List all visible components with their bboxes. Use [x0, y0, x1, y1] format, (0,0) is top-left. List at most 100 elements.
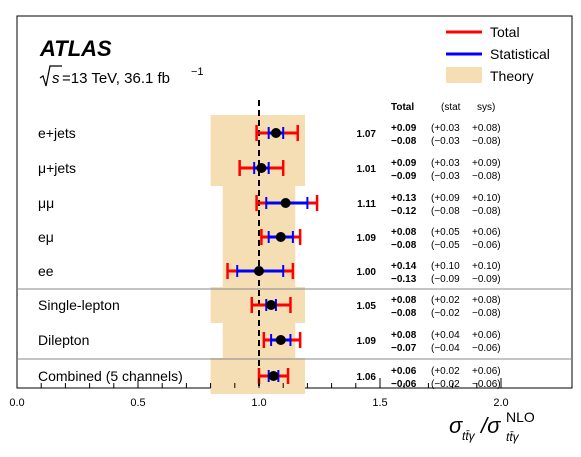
value-label: 1.00: [357, 267, 377, 278]
legend-total-label: Total: [490, 24, 520, 40]
tick-label: 0.5: [130, 397, 145, 409]
stat-uncertainty: (−0.08: [431, 206, 460, 217]
xlabel-sub: tt̄γ: [462, 429, 476, 443]
channel-label: ee: [38, 263, 54, 279]
total-uncertainty: −0.12: [391, 206, 417, 217]
tick-label: 1.5: [372, 397, 387, 409]
stat-uncertainty: (+0.03: [431, 123, 460, 134]
stat-uncertainty: (−0.05: [431, 240, 460, 251]
value-label: 1.01: [357, 164, 377, 175]
sys-uncertainty: −0.06): [472, 343, 501, 354]
x-axis-ticks: 0.0 0.5 1.0 1.5 2.0: [9, 378, 509, 409]
total-uncertainty: +0.06: [391, 366, 417, 377]
header-total: Total: [391, 102, 414, 113]
legend-statistical-label: Statistical: [490, 46, 550, 62]
value-label: 1.07: [357, 129, 377, 140]
stat-uncertainty: (−0.03: [431, 136, 460, 147]
sys-uncertainty: +0.06): [472, 330, 501, 341]
sys-uncertainty: −0.08): [472, 136, 501, 147]
sys-uncertainty: +0.10): [472, 193, 501, 204]
total-uncertainty: −0.09: [391, 171, 417, 182]
header-sys: sys): [477, 102, 495, 113]
data-point: [268, 371, 279, 381]
data-points: [254, 128, 291, 381]
stat-uncertainty: (−0.02: [431, 308, 460, 319]
channel-label: Dilepton: [38, 332, 89, 348]
energy-superscript: −1: [191, 66, 204, 78]
value-label: 1.11: [357, 199, 376, 210]
channel-label: eμ: [38, 229, 54, 245]
total-uncertainty: −0.13: [391, 274, 417, 285]
data-point: [280, 198, 291, 208]
stat-uncertainty: (+0.02: [431, 366, 460, 377]
sys-uncertainty: −0.09): [472, 274, 501, 285]
stat-uncertainty: (−0.02: [431, 379, 460, 390]
sys-uncertainty: −0.08): [472, 206, 501, 217]
channel-label: μμ: [38, 195, 54, 211]
tick-label: 0.0: [9, 397, 24, 409]
total-uncertainty: +0.09: [391, 123, 417, 134]
value-label: 1.05: [357, 301, 377, 312]
total-uncertainty: +0.14: [391, 261, 417, 272]
data-point: [275, 335, 286, 345]
stat-uncertainty: (+0.02: [431, 295, 460, 306]
total-uncertainty: +0.09: [391, 158, 417, 169]
tick-label: 2.0: [493, 397, 508, 409]
stat-uncertainty: (+0.04: [431, 330, 460, 341]
data-point: [275, 232, 286, 242]
stat-uncertainty: (−0.09: [431, 274, 460, 285]
sys-uncertainty: +0.06): [472, 227, 501, 238]
xlabel-sub2: tt̄γ: [506, 430, 520, 444]
stat-uncertainty: (+0.03: [431, 158, 460, 169]
value-label: 1.06: [357, 372, 377, 383]
xlabel-slash-sigma: /σ: [479, 413, 501, 438]
sys-uncertainty: −0.06): [472, 379, 501, 390]
stat-uncertainty: (+0.10: [431, 261, 460, 272]
sys-uncertainty: −0.08): [472, 171, 501, 182]
data-point: [256, 163, 267, 173]
stat-uncertainty: (+0.05: [431, 227, 460, 238]
stat-uncertainty: (+0.09: [431, 193, 460, 204]
data-point: [270, 128, 281, 138]
xlabel-sigma: σ: [449, 413, 463, 438]
sys-uncertainty: +0.08): [472, 123, 501, 134]
group-separators: [17, 288, 572, 360]
sys-uncertainty: −0.06): [472, 240, 501, 251]
experiment-label: ATLAS: [39, 36, 112, 61]
uncertainty-table: +0.09 (+0.03 +0.08) −0.08 (−0.03 −0.08) +0.09 (…: [391, 123, 501, 390]
total-uncertainty: −0.08: [391, 136, 417, 147]
legend: Total Statistical Theory: [446, 24, 550, 84]
value-labels: 1.07 1.01 1.11 1.09 1.00 1.05 1.09 1.06: [357, 129, 377, 383]
channel-labels: e+jets μ+jets μμ eμ ee Single-lepton Dilepton C…: [38, 125, 183, 384]
sys-uncertainty: +0.10): [472, 261, 501, 272]
energy-label: s =13 TeV, 36.1 fb −1: [39, 65, 204, 87]
x-axis-label: σ tt̄γ /σ NLO tt̄γ: [449, 409, 535, 444]
total-uncertainty: −0.08: [391, 240, 417, 251]
total-uncertainty: +0.08: [391, 295, 417, 306]
legend-theory-swatch: [446, 67, 482, 83]
sqrt-symbol: [39, 65, 62, 87]
channel-label: Single-lepton: [38, 297, 120, 313]
sys-uncertainty: +0.08): [472, 295, 501, 306]
total-uncertainty: +0.08: [391, 330, 417, 341]
value-label: 1.09: [357, 336, 377, 347]
value-label: 1.09: [357, 233, 377, 244]
header-stat: (stat: [441, 102, 461, 113]
energy-text: =13 TeV, 36.1 fb: [62, 70, 170, 87]
sys-uncertainty: −0.08): [472, 308, 501, 319]
channel-label: μ+jets: [38, 160, 76, 176]
legend-theory-label: Theory: [490, 68, 534, 84]
xlabel-sup: NLO: [506, 409, 535, 425]
sqrt-s-text: s: [52, 70, 60, 87]
total-uncertainty: −0.08: [391, 308, 417, 319]
sys-uncertainty: +0.06): [472, 366, 501, 377]
tick-label: 1.0: [251, 397, 266, 409]
total-uncertainty: −0.07: [391, 343, 417, 354]
stat-uncertainty: (−0.04: [431, 343, 460, 354]
sys-uncertainty: +0.09): [472, 158, 501, 169]
data-point: [254, 266, 264, 276]
total-uncertainty: +0.13: [391, 193, 417, 204]
total-uncertainty: +0.08: [391, 227, 417, 238]
channel-label: e+jets: [38, 125, 76, 141]
